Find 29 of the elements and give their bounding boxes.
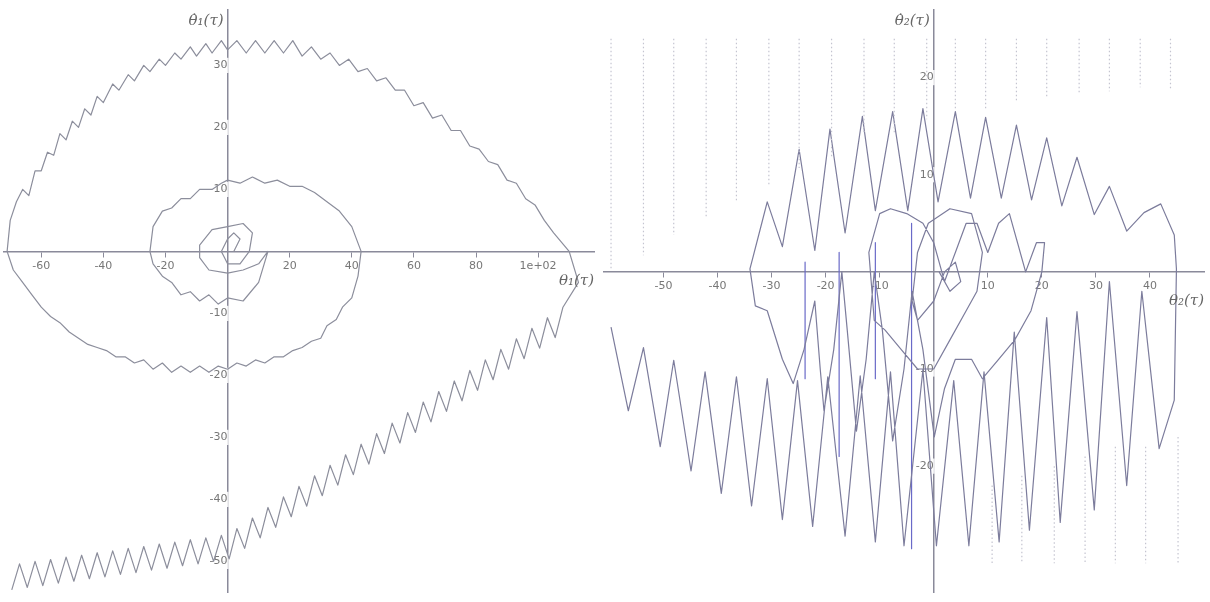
y-tick-label: 30 xyxy=(213,58,228,72)
y-tick-label: 20 xyxy=(919,70,934,84)
x-tick-label: -40 xyxy=(94,258,113,272)
y-tick-label: -50 xyxy=(209,554,228,568)
y-tick-label: -20 xyxy=(209,368,228,382)
x-tick-label: 40 xyxy=(1142,279,1157,293)
x-tick-label: -20 xyxy=(156,258,175,272)
y-tick-label: 10 xyxy=(213,182,228,196)
y-axis-title: θ̇₁(τ) xyxy=(188,10,224,29)
x-tick-label: 20 xyxy=(282,258,297,272)
x-tick-label: -30 xyxy=(762,279,781,293)
y-tick-label: 10 xyxy=(919,167,934,181)
x-tick-label: 40 xyxy=(344,258,359,272)
y-axis-title: θ̇₂(τ) xyxy=(894,10,930,29)
x-tick-label: -40 xyxy=(708,279,727,293)
x-tick-label: 80 xyxy=(469,258,483,272)
x-tick-label: -60 xyxy=(32,258,51,272)
y-tick-label: 20 xyxy=(213,120,228,134)
y-tick-label: -10 xyxy=(209,306,228,320)
x-axis-title: θ₂(τ) xyxy=(1168,291,1205,310)
x-tick-label: 60 xyxy=(406,258,421,272)
x-tick-label: 30 xyxy=(1088,279,1103,293)
x-tick-label: 10 xyxy=(980,279,995,293)
x-tick-label: -50 xyxy=(654,279,673,293)
y-tick-label: -40 xyxy=(209,492,228,506)
x-tick-label: -20 xyxy=(816,279,835,293)
x-axis-title: θ₁(τ) xyxy=(558,270,595,289)
x-tick-label: 1e+02 xyxy=(519,258,557,272)
y-tick-label: -30 xyxy=(209,430,228,444)
